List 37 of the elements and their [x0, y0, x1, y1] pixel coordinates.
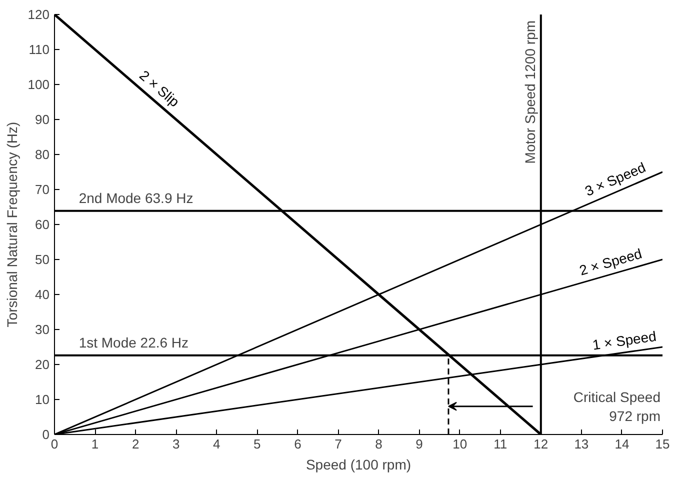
x-tick-label: 15 — [655, 436, 670, 452]
annotation: Critical Speed 972 rpm — [573, 388, 661, 424]
x-tick-label: 8 — [375, 436, 382, 452]
ref-line-label: 1st Mode 22.6 Hz — [78, 334, 189, 350]
y-axis-title: Torsional Natural Frequency (Hz) — [4, 122, 20, 328]
y-tick-label: 30 — [35, 322, 50, 337]
y-tick-label: 0 — [42, 427, 50, 442]
x-tick-label: 3 — [172, 436, 180, 452]
x-tick-label: 1 — [91, 436, 99, 452]
x-tick-label: 2 — [132, 436, 140, 452]
x-tick-label: 5 — [254, 436, 261, 452]
y-tick-label: 70 — [35, 182, 50, 197]
ref-line-label: 2nd Mode 63.9 Hz — [78, 190, 194, 206]
x-axis-title: Speed (100 rpm) — [306, 456, 412, 472]
y-tick-label: 20 — [35, 357, 50, 372]
y-tick-label: 40 — [35, 287, 50, 302]
text: 1 × Speed — [591, 328, 658, 353]
y-tick-label: 110 — [28, 42, 50, 57]
text: 2 × Speed — [577, 245, 644, 278]
x-tick-label: 7 — [334, 436, 342, 452]
x-tick-label: 14 — [614, 436, 630, 452]
ref-line-label: Motor Speed 1200 rpm — [522, 20, 538, 164]
y-tick-label: 80 — [35, 147, 50, 162]
y-tick-label: 90 — [35, 112, 50, 127]
x-tick-label: 11 — [494, 436, 508, 452]
y-tick-label: 100 — [28, 77, 50, 92]
y-tick-label: 60 — [35, 217, 50, 232]
y-tick-label: 50 — [35, 252, 50, 267]
text: 2 × Slip — [136, 67, 183, 110]
x-tick-label: 12 — [534, 436, 548, 452]
x-tick-label: 10 — [452, 436, 468, 452]
x-tick-label: 9 — [416, 436, 423, 452]
x-tick-label: 13 — [574, 436, 589, 452]
y-tick-label: 10 — [35, 392, 50, 407]
y-tick-label: 120 — [28, 7, 50, 22]
x-tick-label: 4 — [213, 436, 220, 452]
x-tick-label: 6 — [294, 436, 302, 452]
